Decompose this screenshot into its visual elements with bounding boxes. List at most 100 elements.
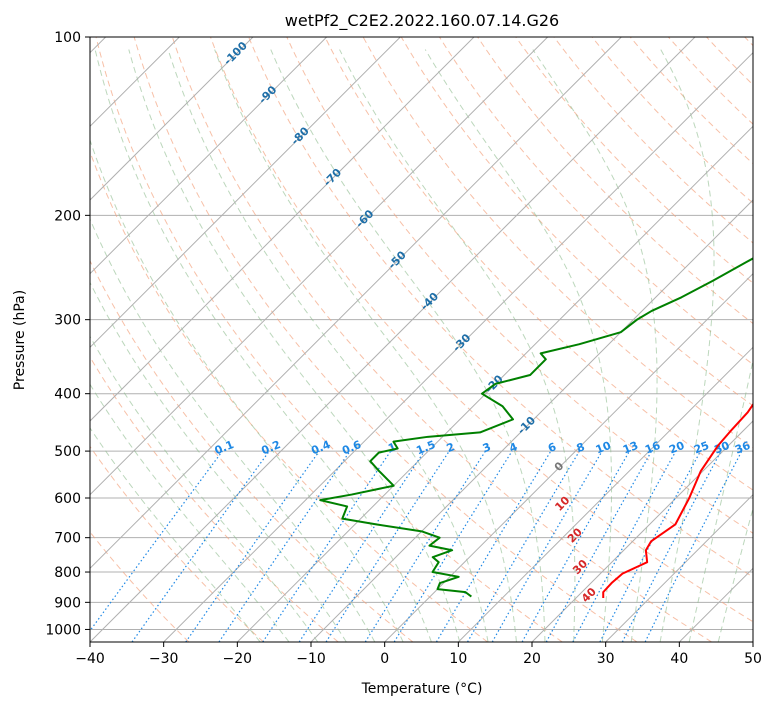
x-tick-label: −40	[75, 651, 105, 667]
y-tick-label: 300	[54, 313, 81, 329]
mixing-ratio-line	[185, 450, 320, 642]
mixing-ratio-label: 3	[481, 440, 493, 455]
isotherm-line	[90, 37, 401, 349]
moist-adiabat-label: 10	[552, 494, 572, 514]
mixing-ratio-line	[393, 450, 513, 642]
dry-adiabat-line	[591, 37, 753, 204]
dry-adiabat-line	[90, 259, 414, 642]
isotherm-label: -100	[221, 39, 250, 68]
mixing-ratio-label: 10	[594, 439, 613, 457]
mixing-ratio-line	[572, 450, 677, 642]
mixing-ratio-label: 6	[546, 440, 558, 455]
y-tick-label: 100	[54, 30, 81, 46]
isotherm-line	[163, 51, 753, 642]
isotherm-label: 0	[552, 459, 567, 474]
mixing-ratio-lines	[90, 450, 743, 642]
y-tick-label: 900	[54, 595, 81, 611]
dry-adiabat-line	[515, 37, 753, 284]
y-tick-label: 700	[54, 531, 81, 547]
moist-adiabat-line	[90, 281, 347, 642]
mixing-ratio-label: 0.6	[340, 438, 363, 457]
sounding-series	[319, 257, 753, 599]
moist-adiabat-line	[128, 49, 461, 642]
mixing-ratio-line	[298, 450, 425, 642]
plot-area: -100-90-80-70-60-50-40-30-20-1000.1 0.2 0.…	[90, 37, 753, 642]
dry-adiabat-line	[95, 37, 563, 642]
moist-adiabat-line	[90, 383, 290, 642]
moist-adiabat-line	[688, 358, 753, 642]
isotherm-line	[605, 493, 753, 642]
dry-adiabat-line	[477, 37, 753, 325]
dry-adiabat-line	[706, 37, 753, 86]
mixing-ratio-label: 1.5	[414, 438, 437, 457]
moist-adiabats	[90, 49, 753, 642]
moist-adiabat-line	[90, 427, 261, 642]
moist-adiabat-line	[90, 335, 319, 642]
y-tick-label: 500	[54, 444, 81, 460]
isotherm-line	[90, 37, 328, 275]
mixing-ratio-label: 4	[507, 440, 519, 455]
isotherm-line	[384, 272, 753, 642]
isotherm-label: -80	[289, 124, 312, 147]
isotherm-label: -10	[515, 414, 538, 437]
moist-adiabat-line	[659, 49, 715, 642]
mixing-ratio-line	[90, 450, 223, 632]
y-tick-label: 200	[54, 208, 81, 224]
moist-adiabat-line	[94, 49, 432, 642]
x-tick-label: 50	[744, 651, 762, 667]
x-tick-label: 30	[597, 651, 615, 667]
x-axis-label: Temperature (°C)	[361, 681, 483, 697]
dry-adiabat-line	[248, 37, 753, 578]
x-tick-label: −30	[149, 651, 179, 667]
isotherm-label: -70	[321, 166, 344, 189]
y-tick-label: 600	[54, 491, 81, 507]
moist-adiabat-line	[214, 49, 517, 642]
moist-adiabat-line	[717, 506, 753, 642]
mixing-ratio-line	[491, 450, 603, 642]
x-tick-label: −10	[296, 651, 326, 667]
isotherm-line	[531, 420, 753, 642]
x-tick-label: −20	[223, 651, 253, 667]
moist-adiabat-line	[167, 49, 489, 642]
moist-adiabat-label: 30	[570, 557, 590, 577]
reference-line-labels: -100-90-80-70-60-50-40-30-20-1000.1 0.2 0.…	[213, 39, 753, 605]
mixing-ratio-label: 25	[692, 439, 711, 457]
mixing-ratio-label: 16	[643, 439, 662, 457]
mixing-ratio-line	[262, 450, 392, 642]
mixing-ratio-label: 0.4	[309, 438, 332, 457]
isotherm-line	[310, 199, 753, 642]
moist-adiabat-line	[532, 49, 658, 642]
dry-adiabat-line	[744, 37, 753, 47]
dry-adiabat-line	[629, 37, 753, 165]
y-axis-ticks: 100 200 300 400 500 600 700 800 900 1000	[45, 30, 90, 638]
y-tick-label: 400	[54, 387, 81, 403]
mixing-ratio-label: 20	[667, 439, 686, 457]
y-tick-label: 800	[54, 565, 81, 581]
isotherm-line	[752, 641, 753, 642]
moist-adiabat-label: 20	[565, 525, 585, 545]
y-tick-label: 1000	[45, 622, 81, 638]
isotherm-line	[90, 37, 696, 642]
isotherm-label: -90	[256, 83, 279, 106]
dry-adiabats	[90, 37, 753, 642]
dry-adiabat-line	[324, 37, 753, 491]
isotherm-label: -40	[418, 290, 441, 313]
isotherm-line	[678, 567, 753, 642]
pressure-gridlines	[90, 37, 753, 630]
mixing-ratio-label: 1	[386, 440, 398, 455]
mixing-ratio-line	[364, 450, 486, 642]
mixing-ratio-label: 0.2	[260, 438, 283, 457]
dry-adiabat-line	[90, 356, 339, 642]
mixing-ratio-label: 8	[575, 440, 587, 455]
mixing-ratio-label: 13	[621, 439, 640, 457]
isotherm-line	[90, 37, 475, 422]
isotherm-line	[457, 346, 753, 642]
mixing-ratio-line	[131, 450, 270, 642]
moist-adiabat-line	[90, 138, 404, 642]
isotherm-line	[90, 37, 622, 570]
chart-title: wetPf2_C2E2.2022.160.07.14.G26	[285, 11, 559, 31]
moist-adiabat-line	[339, 49, 576, 642]
mixing-ratio-line	[435, 450, 552, 642]
skewed-isotherms	[90, 37, 753, 642]
